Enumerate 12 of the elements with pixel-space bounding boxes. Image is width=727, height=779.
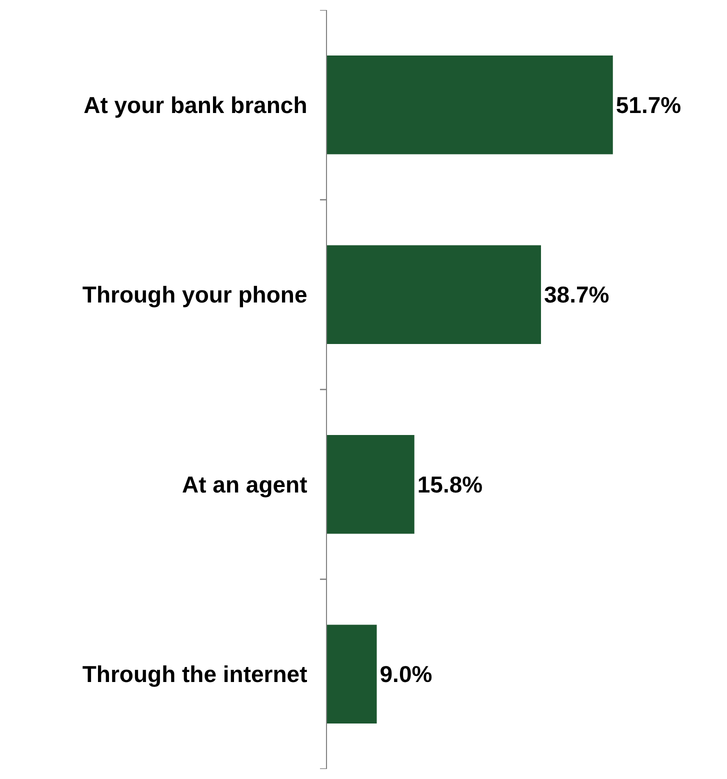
data-label: 15.8% bbox=[417, 471, 483, 498]
data-label: 38.7% bbox=[544, 282, 610, 308]
y-tick-label: Through your phone bbox=[82, 282, 308, 308]
bar bbox=[327, 435, 414, 534]
y-tick-label: At an agent bbox=[182, 471, 308, 498]
data-label: 51.7% bbox=[616, 92, 682, 118]
data-label: 9.0% bbox=[380, 661, 432, 688]
y-tick-label: At your bank branch bbox=[84, 92, 308, 118]
bar bbox=[327, 56, 613, 154]
bar bbox=[327, 624, 377, 724]
bar bbox=[327, 245, 541, 344]
y-tick-label: Through the internet bbox=[82, 661, 308, 688]
